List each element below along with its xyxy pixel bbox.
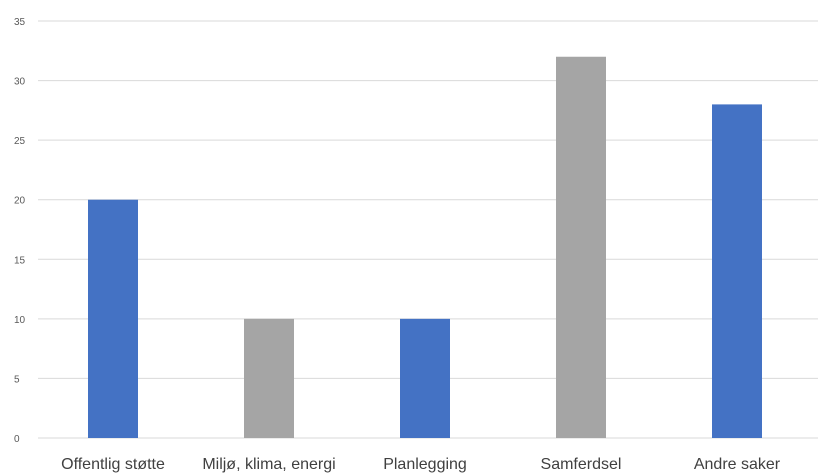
bar xyxy=(88,199,138,438)
x-tick-label: Andre saker xyxy=(694,456,781,473)
bar xyxy=(712,104,762,439)
bar xyxy=(244,318,294,438)
y-tick-label: 30 xyxy=(14,77,26,88)
y-tick-label: 35 xyxy=(14,17,26,28)
y-tick-label: 20 xyxy=(14,196,26,207)
x-tick-label: Planlegging xyxy=(383,456,467,473)
x-axis-labels: Offentlig støtte Miljø, klima, energi Plan… xyxy=(61,456,781,473)
y-tick-label: 10 xyxy=(14,315,26,326)
x-tick-label: Offentlig støtte xyxy=(61,456,165,473)
bar xyxy=(556,56,606,438)
y-axis-ticks: 0 5 10 15 20 25 30 35 xyxy=(14,17,26,445)
x-tick-label: Miljø, klima, energi xyxy=(202,456,335,473)
bars xyxy=(88,56,762,439)
y-tick-label: 5 xyxy=(14,374,20,385)
bar xyxy=(400,318,450,438)
y-tick-label: 0 xyxy=(14,434,20,445)
y-tick-label: 15 xyxy=(14,255,26,266)
x-tick-label: Samferdsel xyxy=(541,456,622,473)
y-tick-label: 25 xyxy=(14,136,26,147)
